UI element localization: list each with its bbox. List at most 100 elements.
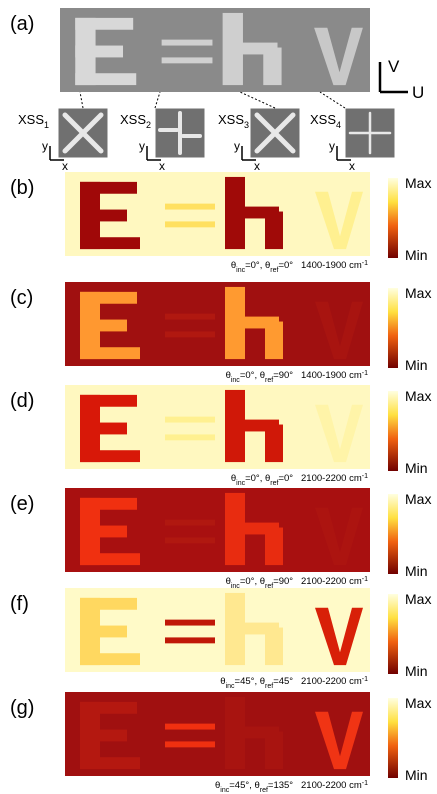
glyph-e [75,45,124,58]
glyph-eq [165,519,215,526]
glyph-e [80,181,137,194]
glyph-h [225,696,245,770]
caption-sub: inc [231,583,240,590]
axis-letter: y [329,139,335,153]
glyph-v [315,711,363,770]
glyph-eq [165,619,215,626]
inset-structure [254,112,296,154]
glyph-e [80,347,140,360]
caption-text: =45°, θ [229,780,259,791]
caption-sub: inc [236,480,245,487]
glyph-h [243,419,279,432]
caption-text: θ [215,780,220,791]
caption-sub: ref [270,267,278,274]
caption-sub: ref [270,480,278,487]
caption-sub: ref [265,583,273,590]
caption-sub: ref [265,683,273,690]
glyph-h [243,622,279,635]
glyph-h [243,206,279,219]
caption-sub: ref [265,377,273,384]
caption-sup: -1 [362,576,368,583]
glyph-e [80,394,137,407]
colorbar [388,288,398,368]
axis-letter: x [254,159,260,173]
inset-label: XSS2 [120,112,151,130]
colorbar-max: Max [405,491,431,507]
axis-letter: x [159,159,165,173]
glyph-e [75,73,137,86]
colorbar-min: Min [405,663,428,679]
glyph-e [80,729,127,742]
colorbar [388,178,398,258]
glyph-eq [165,203,215,210]
colorbar-min: Min [405,460,428,476]
glyph-e [80,319,127,332]
caption-sup: -1 [362,260,368,267]
caption: θinc=45°, θref=135° 2100-2200 cm-1 [215,780,368,794]
panel-label: (d) [10,390,34,412]
inset-structure [62,112,104,154]
glyph-h [240,42,278,55]
inset-name: XSS [18,112,44,127]
glyph-h [265,424,283,463]
glyph-eq [165,741,215,748]
panel-label: (g) [10,697,34,719]
caption-text: =0°, θ [240,370,265,381]
glyph-e [80,625,127,638]
glyph-e [80,525,127,538]
glyph-v [314,27,363,86]
glyph-e [80,553,140,566]
colorbar [388,391,398,471]
axis-label: U [412,83,424,102]
panel-label: (e) [10,493,34,515]
inset-sub: 4 [336,120,341,130]
caption: θinc=0°, θref=0° 2100-2200 cm-1 [231,473,368,487]
caption-text: =45° 2100-2200 cm [273,676,362,687]
glyph-v [315,607,363,666]
inset-name: XSS [120,112,146,127]
caption-text: =90° 2100-2200 cm [273,576,362,587]
axis-label: V [388,57,400,76]
glyph-e [80,237,140,250]
axis-letter: y [42,139,48,153]
dotted-link [319,91,346,109]
glyph-v [315,404,363,463]
inset-name: XSS [218,112,244,127]
glyph-e [80,422,127,435]
caption-sub: inc [236,267,245,274]
caption: θinc=0°, θref=90° 2100-2200 cm-1 [226,576,369,590]
glyph-eq [165,331,215,338]
glyph-h [225,176,245,250]
glyph-e [80,497,137,510]
caption-text: θ [231,473,236,484]
colorbar [388,594,398,674]
glyph-h [265,211,283,250]
inset-sub: 2 [146,120,151,130]
caption-sup: -1 [362,676,368,683]
caption: θinc=0°, θref=0° 1400-1900 cm-1 [231,260,368,274]
caption-text: θ [226,576,231,587]
glyph-h [225,492,245,566]
glyph-e [80,209,127,222]
caption-text: =0° 2100-2200 cm [278,473,361,484]
axis-letter: x [62,159,68,173]
caption: θinc=45°, θref=45° 2100-2200 cm-1 [220,676,368,690]
caption-sub: inc [220,787,229,794]
glyph-h [243,522,279,535]
caption-sup: -1 [362,473,368,480]
panel-label: (b) [10,177,34,199]
glyph-h [225,592,245,666]
caption-sup: -1 [362,370,368,377]
colorbar-min: Min [405,563,428,579]
inset-sub: 1 [44,120,49,130]
axis-letter: x [349,159,355,173]
glyph-h [225,286,245,360]
glyph-v [315,507,363,566]
caption-text: =0°, θ [240,576,265,587]
glyph-h [265,731,283,770]
colorbar-max: Max [405,285,431,301]
inset-label: XSS3 [218,112,249,130]
colorbar-max: Max [405,175,431,191]
colorbar-min: Min [405,767,428,783]
